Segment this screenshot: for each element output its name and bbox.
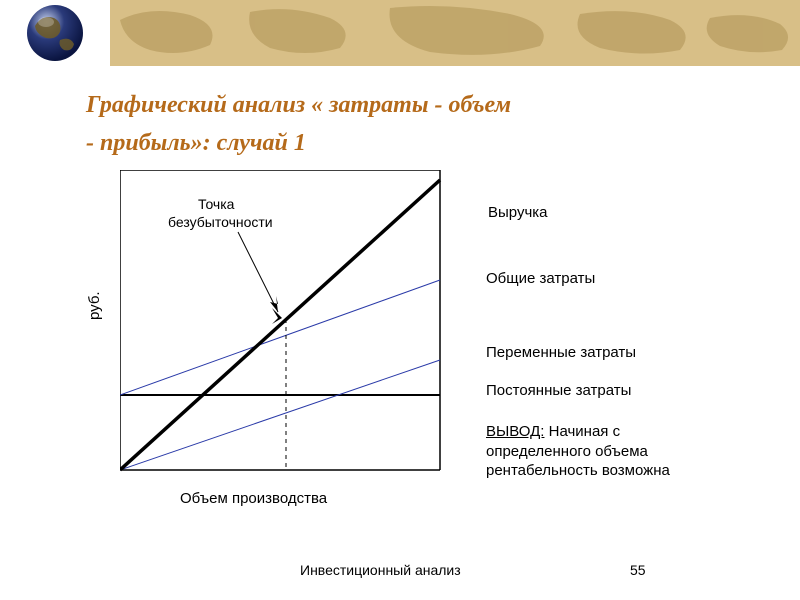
conclusion-block: ВЫВОД: Начиная с определенного объема ре… [486,422,670,481]
conclusion-lead: ВЫВОД: [486,423,544,440]
arrow-line [238,232,278,312]
footer-text: Инвестиционный анализ [300,562,461,578]
label-total: Общие затраты [486,270,595,287]
map-band [110,0,800,66]
line-total [120,280,440,395]
slide-title-line1: Графический анализ « затраты - объем [86,92,511,119]
conclusion-l2: определенного объема [486,443,648,460]
label-fixed: Постоянные затраты [486,382,631,399]
page-number: 55 [630,562,646,578]
label-variable: Переменные затраты [486,344,636,361]
globe-container [0,0,110,66]
line-variable [120,360,440,470]
slide: { "header": { "band_bg": "#d8bf87", "map… [0,0,800,600]
conclusion-l3: рентабельность возможна [486,462,670,479]
label-revenue: Выручка [488,204,548,221]
breakeven-label-l1: Точка [198,196,234,212]
slide-title-line2: - прибыль»: случай 1 [86,130,306,157]
breakeven-label-l2: безубыточности [168,214,273,230]
globe-icon [20,0,90,66]
conclusion-l1: Начиная с [544,423,620,440]
header-band [0,0,800,66]
x-axis-label: Объем производства [180,490,327,507]
y-axis-label: руб. [86,291,103,320]
